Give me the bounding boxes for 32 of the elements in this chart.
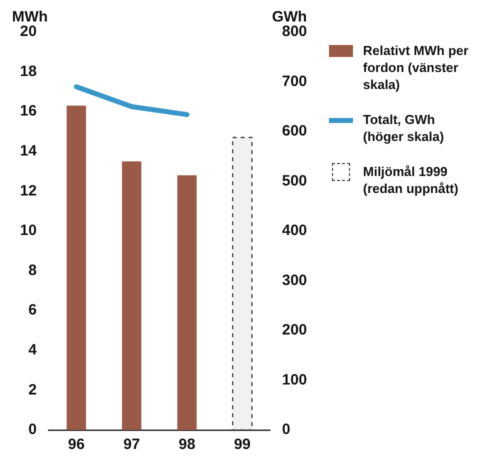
y2-tick-label: 700 [282,72,308,90]
bar [177,175,197,430]
y-tick-label: 20 [20,23,37,40]
y-tick-label: 4 [28,342,38,359]
y-tick-label: 12 [20,182,37,200]
x-tick-label: 96 [68,436,85,454]
y2-axis-title: GWh [272,8,307,26]
y-tick-label: 2 [28,381,37,398]
y-tick-label: 10 [20,222,37,240]
y2-tick-label: 600 [282,122,308,140]
y-tick-label: 6 [28,302,37,319]
y-tick-label: 18 [20,62,37,80]
y-tick-label: 16 [20,102,37,120]
x-tick-label: 98 [178,436,196,454]
bar [66,106,86,430]
y2-tick-label: 400 [282,222,308,240]
y-tick-label: 8 [28,262,37,279]
y-tick-label: 14 [20,142,38,160]
y2-tick-label: 500 [282,172,308,190]
legend-label: Totalt, GWh (höger skala) [363,111,445,145]
legend-label: Miljömål 1999 (redan uppnått) [363,163,460,197]
y-axis-title: MWh [12,8,48,26]
x-tick-label: 97 [123,436,140,454]
y2-tick-label: 300 [282,272,308,289]
y2-tick-label: 200 [282,322,308,339]
y2-tick-label: 0 [282,421,290,438]
bar [122,161,142,430]
y2-tick-label: 100 [282,371,308,388]
y-tick-label: 0 [28,421,37,438]
x-tick-label: 99 [234,436,251,454]
y2-tick-label: 800 [282,23,308,40]
legend-label: Relativt MWh per fordon (vänster skala) [363,42,469,93]
